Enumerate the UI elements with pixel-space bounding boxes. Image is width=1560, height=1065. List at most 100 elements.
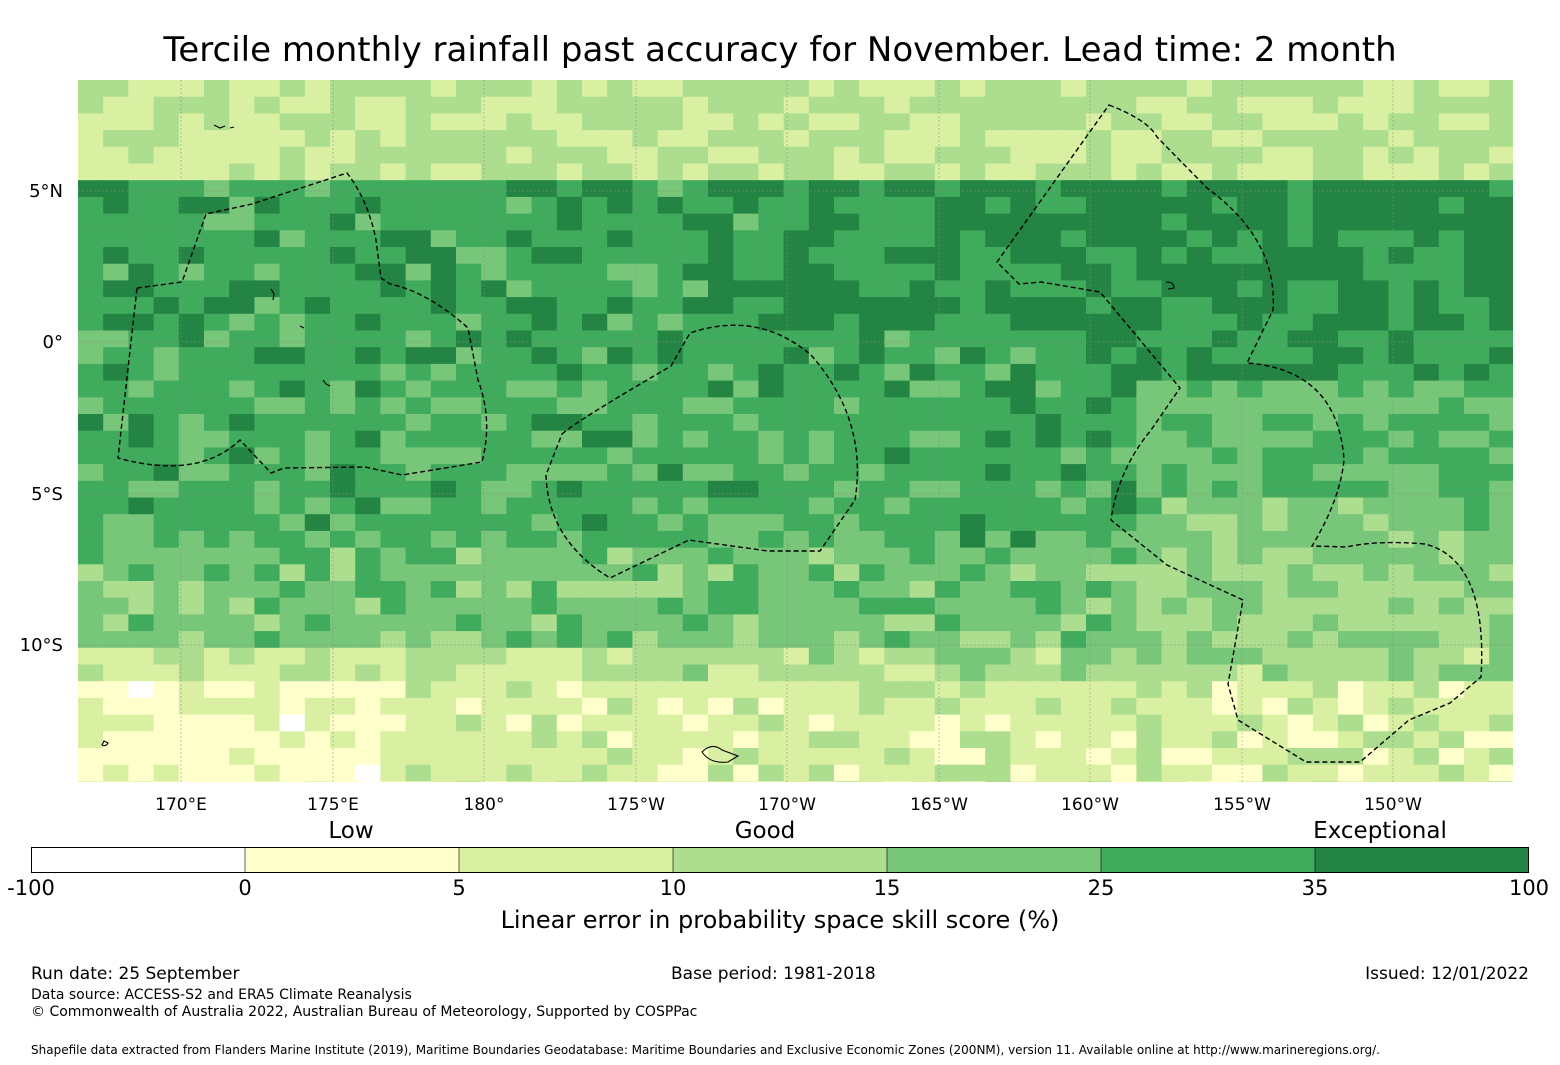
grid-cell xyxy=(1464,564,1490,582)
grid-cell xyxy=(657,597,684,615)
grid-cell xyxy=(1212,213,1238,231)
grid-cell xyxy=(1464,547,1490,565)
grid-cell xyxy=(481,380,507,398)
grid-cell xyxy=(1363,414,1389,432)
grid-cell xyxy=(178,180,205,198)
grid-cell xyxy=(1212,130,1238,148)
grid-cell xyxy=(1388,163,1415,181)
grid-cell xyxy=(1287,748,1314,766)
grid-cell xyxy=(1489,113,1513,131)
grid-cell xyxy=(481,497,507,515)
grid-cell xyxy=(1086,213,1112,231)
grid-cell xyxy=(884,464,911,482)
grid-cell xyxy=(380,397,407,415)
grid-cell xyxy=(733,764,759,782)
grid-cell xyxy=(834,530,860,549)
grid-cell xyxy=(1438,96,1465,114)
grid-cell xyxy=(279,514,306,532)
grid-cell xyxy=(481,681,507,699)
grid-cell xyxy=(1111,631,1137,649)
grid-cell xyxy=(178,564,205,582)
grid-cell xyxy=(1136,247,1163,265)
grid-cell xyxy=(153,547,180,565)
grid-cell xyxy=(78,430,104,448)
grid-cell xyxy=(330,163,356,181)
grid-cell xyxy=(405,96,432,114)
grid-cell xyxy=(1086,347,1112,365)
grid-cell xyxy=(834,748,860,766)
grid-cell xyxy=(607,430,633,448)
grid-cell xyxy=(1363,80,1389,98)
grid-cell xyxy=(380,447,407,465)
grid-cell xyxy=(128,697,155,716)
grid-cell xyxy=(1060,380,1087,398)
grid-cell xyxy=(103,547,129,565)
grid-cell xyxy=(708,297,734,315)
grid-cell xyxy=(1438,697,1465,716)
grid-cell xyxy=(834,80,860,98)
grid-cell xyxy=(909,547,936,565)
grid-cell xyxy=(808,146,835,165)
grid-cell xyxy=(178,581,205,599)
grid-cell xyxy=(153,130,180,148)
grid-cell xyxy=(632,447,659,465)
grid-cell xyxy=(556,363,583,382)
grid-cell xyxy=(304,146,331,165)
colorbar-bin xyxy=(886,847,1102,873)
grid-cell xyxy=(153,80,180,98)
grid-cell xyxy=(834,96,860,114)
grid-cell xyxy=(783,347,810,365)
grid-cell xyxy=(1388,697,1415,716)
grid-cell xyxy=(430,664,457,682)
grid-cell xyxy=(1489,280,1513,298)
grid-cell xyxy=(657,280,684,298)
grid-cell xyxy=(1186,614,1213,632)
grid-cell xyxy=(1010,781,1037,782)
grid-cell xyxy=(682,330,709,348)
grid-cell xyxy=(254,731,281,749)
grid-cell xyxy=(884,80,911,98)
grid-cell xyxy=(783,714,810,732)
grid-cell xyxy=(1438,564,1465,582)
grid-cell xyxy=(708,397,734,415)
grid-cell xyxy=(1262,297,1289,315)
grid-cell xyxy=(178,313,205,332)
grid-cell xyxy=(1287,597,1314,615)
grid-cell xyxy=(1111,96,1137,114)
grid-cell xyxy=(682,347,709,365)
grid-cell xyxy=(380,681,407,699)
grid-cell xyxy=(254,447,281,465)
grid-cell xyxy=(1010,430,1037,448)
grid-cell xyxy=(128,597,155,615)
grid-cell xyxy=(783,80,810,98)
grid-cell xyxy=(934,230,961,248)
grid-cell xyxy=(1438,414,1465,432)
grid-cell xyxy=(556,664,583,682)
grid-cell xyxy=(304,130,331,148)
grid-cell xyxy=(1212,564,1238,582)
grid-cell xyxy=(355,664,381,682)
grid-cell xyxy=(481,113,507,131)
grid-cell xyxy=(1388,681,1415,699)
grid-cell xyxy=(1136,664,1163,682)
grid-cell xyxy=(229,514,255,532)
grid-cell xyxy=(405,430,432,448)
grid-cell xyxy=(708,731,734,749)
grid-cell xyxy=(204,230,230,248)
grid-cell xyxy=(783,547,810,565)
grid-cell xyxy=(1086,430,1112,448)
grid-cell xyxy=(985,714,1011,732)
grid-cell xyxy=(204,480,230,499)
grid-cell xyxy=(884,213,911,231)
grid-cell xyxy=(960,430,986,448)
grid-cell xyxy=(1212,146,1238,165)
grid-cell xyxy=(934,146,961,165)
grid-cell xyxy=(506,731,533,749)
grid-cell xyxy=(430,80,457,98)
grid-cell xyxy=(859,280,885,298)
grid-cell xyxy=(985,146,1011,165)
grid-cell xyxy=(657,647,684,666)
grid-cell xyxy=(279,397,306,415)
grid-cell xyxy=(355,347,381,365)
grid-cell xyxy=(254,380,281,398)
